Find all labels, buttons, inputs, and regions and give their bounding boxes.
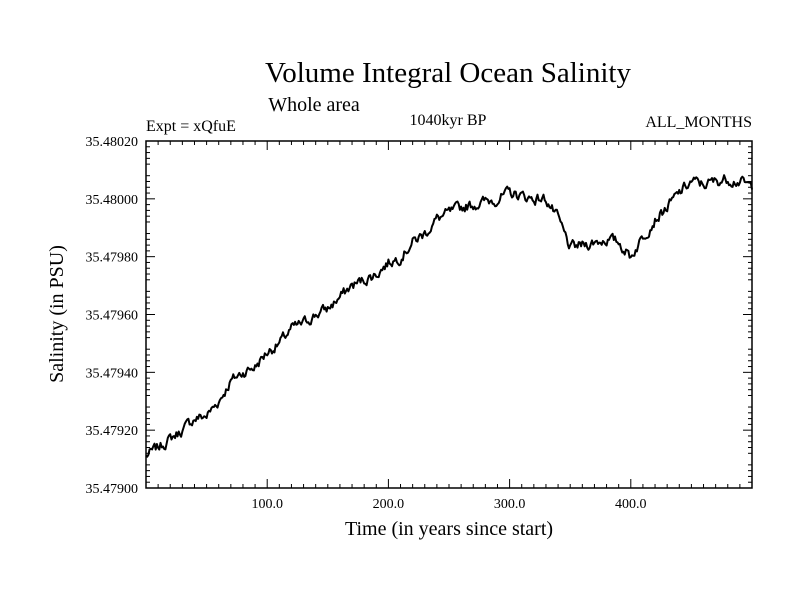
y-axis-label: Salinity (in PSU) xyxy=(46,245,68,383)
salinity-series-line xyxy=(145,174,753,458)
y-tick-label: 35.47900 xyxy=(86,482,139,497)
months-label: ALL_MONTHS xyxy=(645,114,752,131)
chart-subtitle: Whole area xyxy=(268,94,360,116)
experiment-label: Expt = xQfuE xyxy=(146,118,236,135)
tick-labels: 100.0 200.0 300.0 400.0 35.47900 35.47920 35.4… xyxy=(86,135,647,512)
y-tick-label: 35.47960 xyxy=(86,309,139,324)
chart-title: Volume Integral Ocean Salinity xyxy=(265,57,631,89)
x-tick-label: 200.0 xyxy=(373,497,405,512)
x-axis-label: Time (in years since start) xyxy=(345,518,553,540)
x-tick-label: 400.0 xyxy=(615,497,647,512)
period-label: 1040kyr BP xyxy=(410,112,487,129)
x-tick-label: 300.0 xyxy=(494,497,526,512)
y-tick-label: 35.47980 xyxy=(86,251,139,266)
y-tick-label: 35.48020 xyxy=(86,135,139,150)
y-tick-label: 35.47940 xyxy=(86,366,139,381)
plot-frame xyxy=(145,140,753,489)
axis-ticks xyxy=(146,140,752,489)
y-tick-label: 35.47920 xyxy=(86,424,139,439)
y-tick-label: 35.48000 xyxy=(86,193,139,208)
x-tick-label: 100.0 xyxy=(251,497,283,512)
